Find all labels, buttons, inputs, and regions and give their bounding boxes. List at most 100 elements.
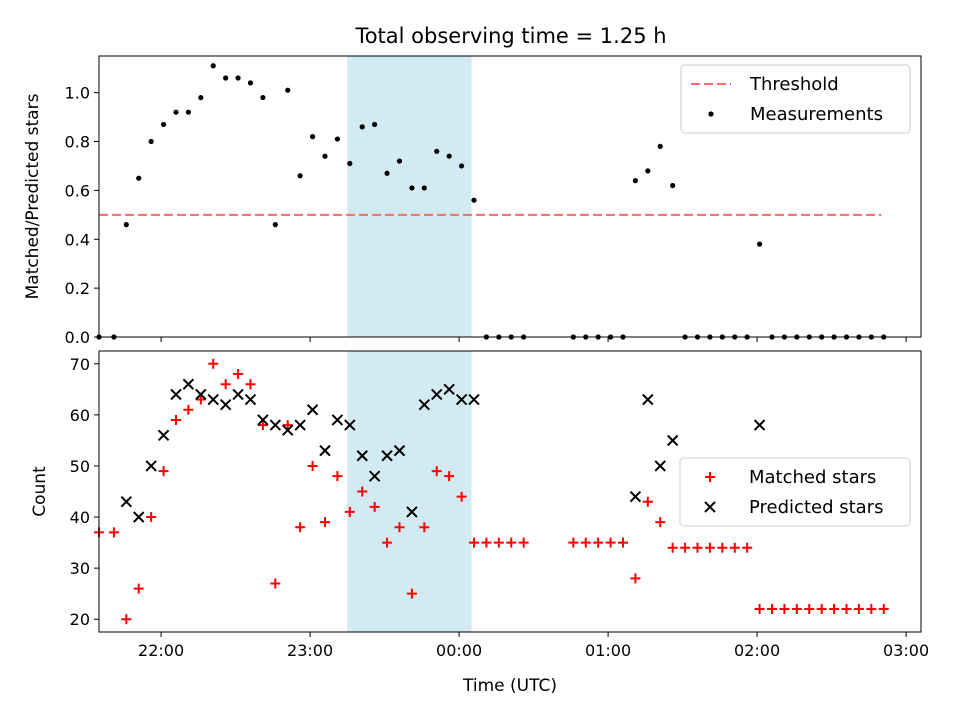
matched-star-point — [282, 420, 293, 431]
matched-star-point — [245, 379, 256, 390]
predicted-star-point — [331, 414, 344, 426]
predicted-star-point — [232, 388, 244, 401]
predicted-star-point — [157, 429, 170, 442]
legend: Matched stars Predicted stars — [679, 457, 911, 527]
matched-star-point — [754, 604, 765, 615]
matched-star-point — [779, 604, 790, 615]
matched-star-point — [680, 542, 691, 553]
measurement-point — [334, 136, 341, 142]
matched-star-point — [406, 588, 417, 599]
predicted-star-point — [356, 450, 368, 462]
matched-star-point — [878, 604, 889, 615]
axes-frame — [98, 350, 922, 633]
matched-star-point — [220, 379, 231, 390]
predicted-star-point — [393, 444, 406, 457]
predicted-star-point — [418, 398, 431, 411]
legend-matched-swatch — [705, 472, 715, 482]
predicted-star-point — [120, 496, 133, 508]
measurement-point — [272, 222, 278, 228]
matched-star-point — [729, 542, 740, 553]
matched-star-point — [766, 604, 777, 615]
x-tick-label: 01:00 — [585, 641, 631, 660]
predicted-star-point — [133, 511, 145, 523]
y-tick-label: 60 — [70, 406, 90, 425]
predicted-star-point — [381, 450, 393, 462]
matched-star-point — [506, 537, 517, 548]
matched-star-point — [617, 537, 628, 548]
predicted-star-point — [182, 378, 195, 390]
predicted-star-point — [443, 383, 455, 396]
matched-star-point — [369, 501, 380, 512]
predicted-star-point — [257, 414, 269, 426]
matched-star-point — [444, 471, 455, 482]
measurement-point — [235, 75, 241, 81]
matched-star-point — [518, 537, 529, 548]
chart-title: Total observing time = 1.25 h — [354, 24, 666, 48]
matched-star-point — [667, 542, 678, 553]
matched-star-point — [307, 460, 318, 471]
legend-label: Matched stars — [749, 467, 876, 488]
y-tick-label: 0.0 — [65, 328, 90, 347]
predicted-star-point — [319, 444, 331, 457]
measurement-point — [756, 241, 763, 247]
matched-star-point — [270, 578, 281, 589]
y-tick-label: 0.2 — [65, 279, 90, 298]
matched-star-point — [456, 491, 467, 502]
predicted-star-point — [666, 434, 679, 447]
predicted-star-point — [294, 419, 306, 431]
matched-star-point — [605, 537, 616, 548]
bottom-panel: 20 30 40 50 60 70 22:00 23:00 00:00 01:00 02:00 03:… — [30, 350, 929, 696]
measurement-point — [160, 121, 167, 128]
predicted-star-point — [207, 393, 219, 406]
measurement-point — [384, 170, 390, 176]
matched-star-point — [841, 604, 852, 615]
measurement-point — [421, 185, 427, 191]
measurement-point — [396, 158, 403, 164]
predicted-star-point — [219, 398, 232, 411]
matched-star-point — [394, 522, 405, 533]
measurement-point — [434, 148, 440, 154]
measurement-point — [173, 109, 179, 115]
legend-label: Measurements — [750, 104, 883, 125]
top-panel: 0.0 0.2 0.4 0.6 0.8 1.0 Matched/Predicted star… — [23, 55, 922, 347]
matched-star-point — [183, 404, 194, 415]
matched-star-point — [170, 414, 181, 425]
matched-star-point — [853, 604, 864, 615]
predicted-star-point — [282, 424, 294, 436]
measurement-point — [458, 163, 465, 169]
predicted-star-point — [145, 460, 157, 472]
measurement-point — [347, 160, 353, 167]
predicted-star-point — [468, 393, 480, 406]
matched-star-point — [493, 537, 504, 548]
matched-star-point — [481, 537, 492, 548]
legend-box — [680, 64, 911, 134]
predicted-star-point — [406, 506, 418, 518]
measurement-point — [148, 138, 154, 145]
matched-star-point — [692, 542, 703, 553]
measurement-point — [409, 185, 415, 191]
measurement-point — [185, 109, 192, 115]
measurement-point — [297, 173, 303, 179]
measurement-point — [372, 121, 378, 128]
predicted-star-point — [431, 388, 443, 401]
y-tick-label: 0.6 — [65, 181, 90, 200]
matched-star-point — [717, 542, 728, 553]
x-tick-label: 03:00 — [883, 641, 929, 660]
legend-measurement-swatch — [708, 111, 714, 117]
matched-star-point — [295, 522, 306, 533]
matched-star-point — [382, 537, 393, 548]
predicted-star-point — [306, 404, 319, 416]
matched-star-point — [233, 368, 244, 379]
matched-star-point — [344, 506, 355, 517]
measurement-point — [322, 153, 328, 159]
matched-star-point — [816, 604, 827, 615]
measurement-point — [123, 222, 129, 228]
predicted-star-point — [244, 393, 257, 406]
predicted-star-point — [455, 393, 468, 406]
matched-star-point — [630, 573, 641, 584]
legend-box — [679, 457, 911, 527]
matched-star-point — [257, 420, 268, 431]
matched-star-point — [593, 537, 604, 548]
predicted-star-point — [170, 388, 182, 401]
